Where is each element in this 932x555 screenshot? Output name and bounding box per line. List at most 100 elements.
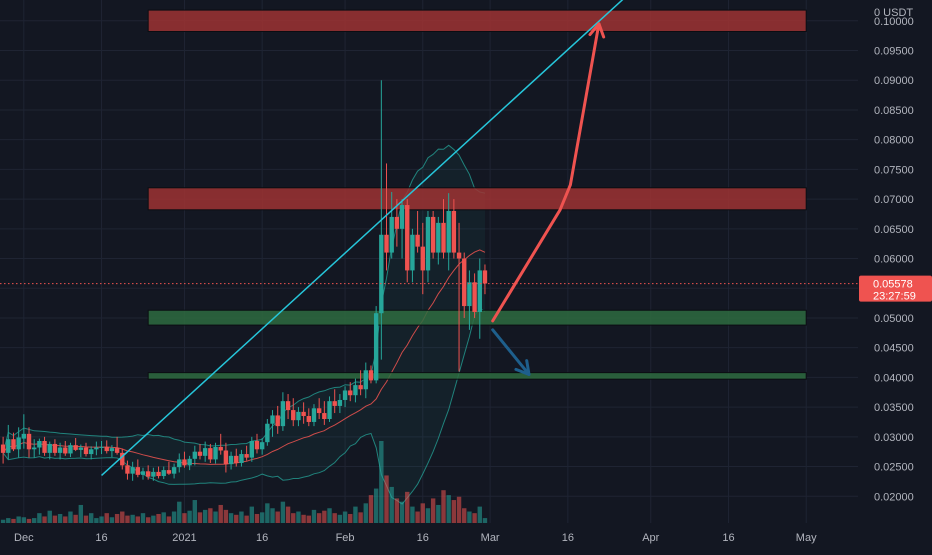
candle-body xyxy=(441,222,446,253)
candle-body xyxy=(472,282,477,313)
volume-bar xyxy=(63,516,68,523)
price-tick-label[interactable]: 0.09500 xyxy=(874,46,914,58)
candle-body xyxy=(192,451,198,459)
price-tick-label[interactable]: 0.08500 xyxy=(874,105,914,117)
candle-body xyxy=(322,413,327,419)
candle xyxy=(394,199,400,247)
candle xyxy=(228,451,234,470)
volume-bar xyxy=(52,515,58,523)
time-tick-label[interactable]: 16 xyxy=(95,532,107,544)
trend-line[interactable] xyxy=(101,0,630,477)
candle-body xyxy=(337,399,343,406)
volume-bar xyxy=(296,511,301,523)
arrow-bearish-projection[interactable] xyxy=(491,328,531,376)
candle-body xyxy=(291,410,296,421)
currency-label[interactable]: 0 USDT xyxy=(874,7,913,19)
price-tick-label[interactable]: 0.04500 xyxy=(874,343,914,355)
volume-bar xyxy=(337,514,343,523)
candle xyxy=(249,436,255,462)
candle-body xyxy=(114,448,120,453)
price-tick-label[interactable]: 0.07500 xyxy=(874,164,914,176)
candle xyxy=(389,191,394,259)
candle-body xyxy=(436,222,441,253)
candle xyxy=(208,443,213,463)
volume-bar xyxy=(430,498,436,523)
candle-body xyxy=(0,444,6,453)
volume-bar xyxy=(394,498,400,523)
candle-body xyxy=(405,205,410,271)
candle-body xyxy=(415,234,420,247)
candle-body xyxy=(389,216,394,253)
volume-bar xyxy=(373,488,379,523)
candle xyxy=(156,466,161,479)
volume-bar xyxy=(73,514,78,523)
price-tick-label[interactable]: 0.05000 xyxy=(874,313,914,325)
time-tick-label[interactable]: 16 xyxy=(562,532,574,544)
time-tick-label[interactable]: 16 xyxy=(417,532,429,544)
volume-bar xyxy=(301,514,306,523)
candle-body xyxy=(373,313,379,381)
price-tick-label[interactable]: 0.03000 xyxy=(874,432,914,444)
volume-bar xyxy=(6,518,11,523)
candle xyxy=(275,405,280,434)
volume-bar xyxy=(99,516,104,523)
price-tick-label[interactable]: 0.08000 xyxy=(874,135,914,147)
time-tick-label[interactable]: May xyxy=(796,532,817,544)
zone-support-mid[interactable] xyxy=(147,309,807,326)
volume-bar xyxy=(389,486,394,523)
candle-body xyxy=(234,455,239,463)
candle-body xyxy=(456,252,462,259)
candle-body xyxy=(451,210,457,253)
volume-bar xyxy=(130,514,135,523)
arrow-shaft xyxy=(491,328,531,376)
price-tick-label[interactable]: 0.09000 xyxy=(874,75,914,87)
candle xyxy=(223,442,229,473)
candle xyxy=(130,461,135,481)
volume-bar xyxy=(399,501,405,523)
time-tick-label[interactable]: Mar xyxy=(481,532,500,544)
candle-body xyxy=(228,455,234,465)
time-tick-label[interactable]: Feb xyxy=(336,532,355,544)
arrow-bullish-projection[interactable] xyxy=(491,22,606,323)
zone-resistance-mid[interactable] xyxy=(147,187,807,211)
time-axis[interactable]: Dec 16 2021 16 Feb 16 Mar 16 Apr 16 May xyxy=(0,523,932,550)
zone-resistance-high[interactable] xyxy=(147,9,807,32)
price-tick-label[interactable]: 0.03500 xyxy=(874,402,914,414)
candle xyxy=(109,445,115,458)
price-tick-label[interactable]: 0.10000 xyxy=(874,16,914,28)
candle-body xyxy=(145,471,151,477)
time-tick-label[interactable]: 16 xyxy=(256,532,268,544)
candle xyxy=(482,264,488,295)
volume-bar xyxy=(16,516,21,523)
price-tick-label[interactable]: 0.04000 xyxy=(874,372,914,384)
candle xyxy=(384,163,389,271)
volume-bar xyxy=(171,511,177,523)
candle xyxy=(239,449,244,467)
volume-bar xyxy=(306,515,311,523)
volume-bar xyxy=(151,515,156,523)
time-tick-label[interactable]: Dec xyxy=(14,532,34,544)
candle xyxy=(332,389,337,414)
volume-bar xyxy=(197,512,203,523)
price-tick-label[interactable]: 0.06500 xyxy=(874,224,914,236)
candle-body xyxy=(11,439,16,450)
zone-support-low[interactable] xyxy=(147,372,807,380)
volume-bar xyxy=(311,509,317,523)
price-tick-label[interactable]: 0.02500 xyxy=(874,462,914,474)
price-tick-label[interactable]: 0.02000 xyxy=(874,491,914,503)
candle-body xyxy=(223,450,229,465)
time-tick-label[interactable]: 16 xyxy=(722,532,734,544)
price-tick-label[interactable]: 0.06000 xyxy=(874,254,914,266)
candle-body xyxy=(37,440,42,448)
time-tick-label[interactable]: Apr xyxy=(642,532,659,544)
price-tick-label[interactable]: 0.07000 xyxy=(874,194,914,206)
bollinger-lower xyxy=(2,307,486,505)
time-tick-label[interactable]: 2021 xyxy=(172,532,196,544)
price-axis[interactable]: 0 USDT 0.10000 0.09500 0.09000 0.08500 0.080… xyxy=(858,0,932,523)
moving-average xyxy=(2,249,486,465)
volume-bar xyxy=(291,513,296,523)
candle xyxy=(99,440,104,455)
candle xyxy=(363,362,368,399)
